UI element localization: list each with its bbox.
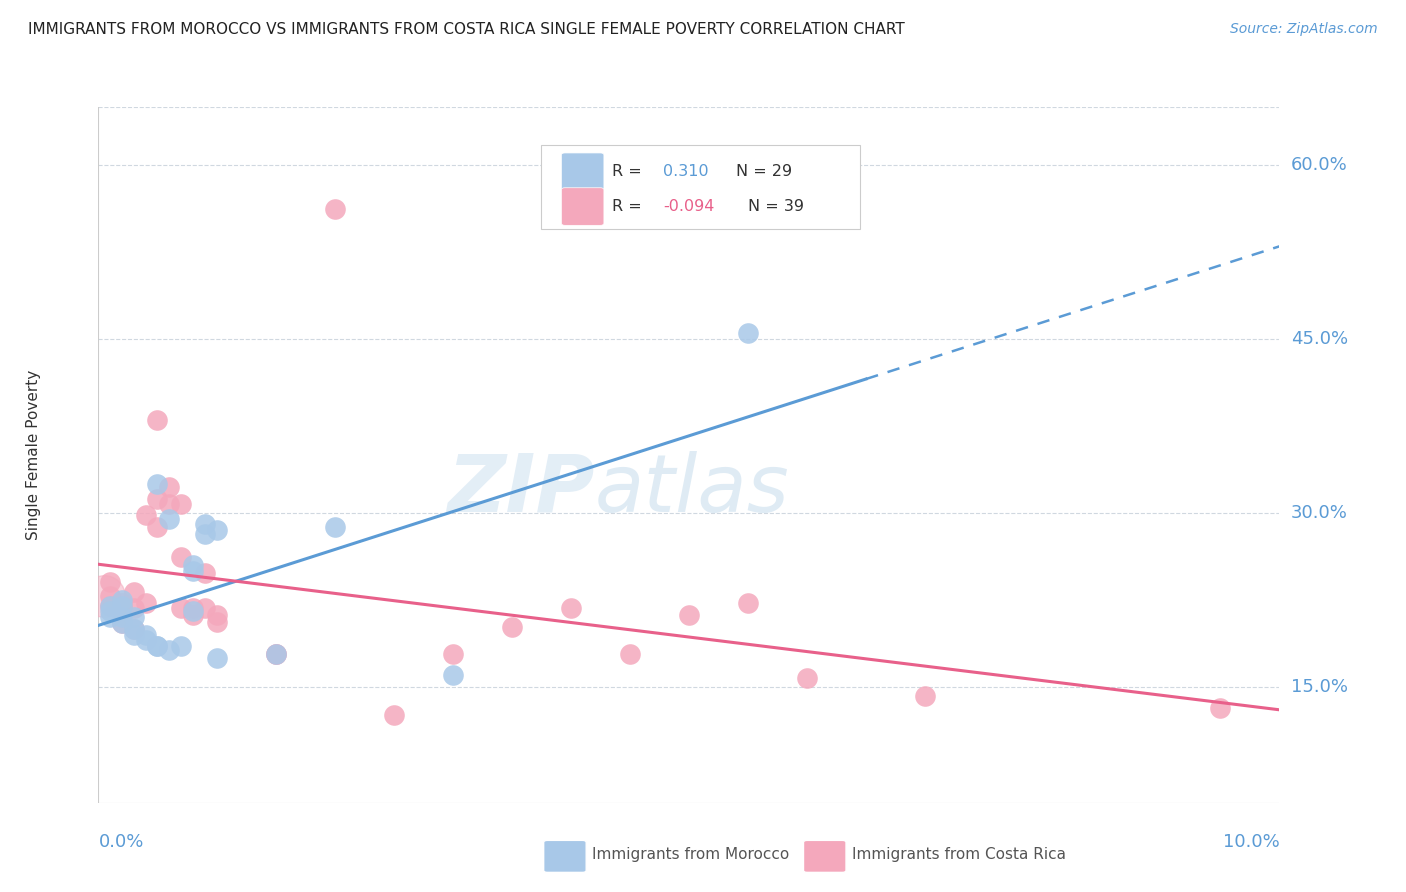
Point xyxy=(914,689,936,703)
Point xyxy=(122,584,145,599)
Text: 10.0%: 10.0% xyxy=(1223,833,1279,851)
Text: R =: R = xyxy=(612,199,647,214)
Text: IMMIGRANTS FROM MOROCCO VS IMMIGRANTS FROM COSTA RICA SINGLE FEMALE POVERTY CORR: IMMIGRANTS FROM MOROCCO VS IMMIGRANTS FR… xyxy=(28,22,905,37)
Text: Single Female Poverty: Single Female Poverty xyxy=(25,370,41,540)
Point xyxy=(170,601,193,615)
Point xyxy=(111,607,134,622)
Point xyxy=(111,615,134,630)
Text: Immigrants from Costa Rica: Immigrants from Costa Rica xyxy=(852,847,1066,863)
Point xyxy=(560,601,582,615)
FancyBboxPatch shape xyxy=(544,840,586,872)
Point xyxy=(122,628,145,642)
Point xyxy=(170,497,193,511)
Text: N = 39: N = 39 xyxy=(748,199,804,214)
Point xyxy=(382,707,405,722)
Point xyxy=(205,651,228,665)
Point xyxy=(194,517,217,532)
Text: 0.0%: 0.0% xyxy=(98,833,143,851)
Point xyxy=(122,622,145,636)
Point xyxy=(181,601,204,615)
Point xyxy=(205,615,228,629)
Point xyxy=(135,633,157,648)
Text: atlas: atlas xyxy=(595,450,789,529)
Point xyxy=(619,648,641,662)
Point xyxy=(146,520,169,534)
Point xyxy=(135,596,157,610)
Text: Immigrants from Morocco: Immigrants from Morocco xyxy=(592,847,789,863)
Point xyxy=(98,610,121,624)
Point xyxy=(98,599,121,613)
Point xyxy=(122,601,145,615)
Point xyxy=(157,642,180,657)
Point xyxy=(111,615,134,630)
Text: Source: ZipAtlas.com: Source: ZipAtlas.com xyxy=(1230,22,1378,37)
Point xyxy=(111,596,134,610)
Point xyxy=(441,648,464,662)
Point xyxy=(122,622,145,636)
Point xyxy=(181,558,204,573)
Point xyxy=(796,671,818,685)
Text: N = 29: N = 29 xyxy=(737,164,793,179)
Point xyxy=(181,605,204,619)
FancyBboxPatch shape xyxy=(561,153,605,191)
Point xyxy=(146,476,169,491)
Point xyxy=(146,639,169,653)
Point xyxy=(122,610,145,624)
Point xyxy=(194,601,217,615)
FancyBboxPatch shape xyxy=(561,187,605,226)
Text: ZIP: ZIP xyxy=(447,450,595,529)
Point xyxy=(264,648,287,662)
Point xyxy=(157,511,180,525)
Point xyxy=(93,590,115,604)
Point xyxy=(111,601,134,615)
Point xyxy=(135,508,157,523)
Text: 60.0%: 60.0% xyxy=(1291,156,1347,174)
Point xyxy=(146,491,169,506)
FancyBboxPatch shape xyxy=(803,840,846,872)
Point xyxy=(135,628,157,642)
Point xyxy=(111,592,134,607)
Point xyxy=(111,599,134,613)
Point xyxy=(323,520,346,534)
Point xyxy=(146,639,169,653)
Point xyxy=(157,480,180,494)
Point xyxy=(1209,700,1232,714)
Point xyxy=(146,413,169,427)
Point xyxy=(181,607,204,622)
Text: 45.0%: 45.0% xyxy=(1291,330,1348,348)
Point xyxy=(157,497,180,511)
Point xyxy=(170,639,193,653)
Point xyxy=(170,549,193,564)
Text: -0.094: -0.094 xyxy=(664,199,714,214)
Point xyxy=(111,610,134,624)
Point xyxy=(264,648,287,662)
Point xyxy=(441,668,464,682)
Point xyxy=(181,564,204,578)
Point xyxy=(264,648,287,662)
Point xyxy=(501,619,523,633)
Point xyxy=(98,590,121,604)
Point xyxy=(205,607,228,622)
Point xyxy=(737,326,759,340)
Point xyxy=(737,596,759,610)
Point xyxy=(98,575,121,590)
FancyBboxPatch shape xyxy=(541,145,860,229)
Text: 30.0%: 30.0% xyxy=(1291,504,1347,522)
Point xyxy=(194,526,217,541)
Point xyxy=(205,523,228,537)
Point xyxy=(323,202,346,216)
Text: 0.310: 0.310 xyxy=(664,164,709,179)
Point xyxy=(98,599,121,613)
Point xyxy=(678,607,700,622)
Text: 15.0%: 15.0% xyxy=(1291,678,1347,696)
Text: R =: R = xyxy=(612,164,647,179)
Point xyxy=(194,566,217,581)
Point xyxy=(98,605,121,619)
